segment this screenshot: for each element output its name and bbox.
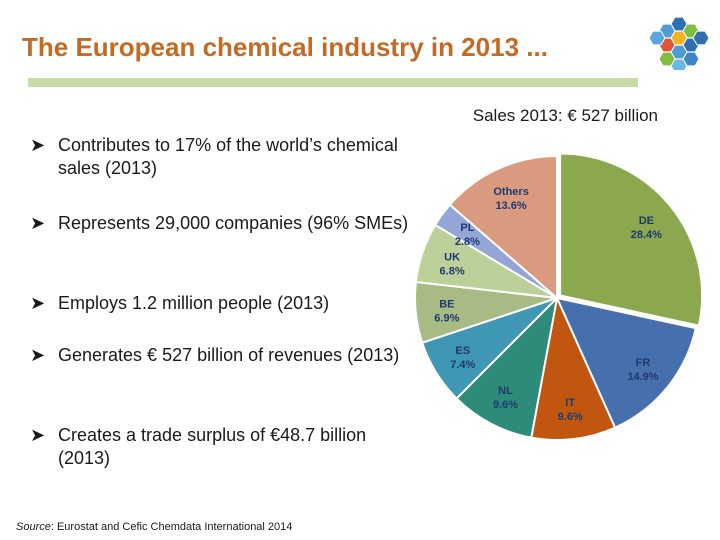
logo-hexagons [648,16,710,70]
pie-slice-nl [455,295,559,439]
slide-title: The European chemical industry in 2013 .… [22,32,548,62]
pie-label-it: IT [565,397,575,409]
pie-value-fr: 14.9% [627,371,658,383]
pie-value-pl: 2.8% [455,236,480,248]
pie-value-es: 7.4% [450,359,475,371]
bullet-item: ➤ Represents 29,000 companies (96% SMEs) [30,212,418,235]
logo-hexagon [692,30,710,46]
bullet-item: ➤ Creates a trade surplus of €48.7 billi… [30,424,418,470]
bullet-item: ➤ Contributes to 17% of the world’s chem… [30,134,418,180]
pie-label-pl: PL [460,222,474,234]
bullet-item: ➤ Generates € 527 billion of revenues (2… [30,344,418,367]
source-prefix: Source [16,521,51,533]
logo-hexagon [670,58,688,70]
pie-labels: DE 28.4% FR 14.9% IT 9.6% NL 9.6% ES 7.4% BE 6.9% UK… [434,186,662,423]
pie-slice-others [448,154,558,301]
pie-value-be: 6.9% [434,312,459,324]
arrow-bullet-icon: ➤ [30,293,46,313]
source-text: : Eurostat and Cefic Chemdata Internatio… [50,521,293,533]
bullet-text: Represents 29,000 companies (96% SMEs) [58,213,409,233]
pie-slice-it [530,294,617,441]
arrow-bullet-icon: ➤ [30,425,46,445]
bullet-text: Contributes to 17% of the world’s chemic… [58,135,398,178]
arrow-bullet-icon: ➤ [30,213,46,233]
bullet-text: Employs 1.2 million people (2013) [58,293,330,313]
hexagon-logo-icon [648,16,710,70]
pie-label-es: ES [455,345,470,357]
pie-label-fr: FR [636,357,651,369]
pie-slice-fr [555,296,697,429]
logo-hexagon [648,30,666,46]
arrow-bullet-icon: ➤ [30,135,46,155]
pie-value-nl: 9.6% [493,399,518,411]
bullet-text: Generates € 527 billion of revenues (201… [58,345,400,365]
pie-value-uk: 6.8% [440,265,465,277]
pie-value-de: 28.4% [631,229,662,241]
title-underline [28,78,638,87]
arrow-bullet-icon: ➤ [30,345,46,365]
pie-chart: DE 28.4% FR 14.9% IT 9.6% NL 9.6% ES 7.4% BE 6.9% UK… [414,152,704,441]
pie-label-be: BE [439,298,454,310]
pie-label-de: DE [639,215,654,227]
bullet-text: Creates a trade surplus of €48.7 billion… [58,425,367,468]
pie-label-others: Others [493,186,528,198]
pie-label-uk: UK [444,251,460,263]
pie-slices [414,152,704,441]
source-note: Source: Eurostat and Cefic Chemdata Inte… [16,521,292,533]
pie-value-it: 9.6% [558,411,583,423]
chart-subtitle: Sales 2013: € 527 billion [472,106,658,125]
pie-label-nl: NL [498,385,513,397]
pie-value-others: 13.6% [496,200,527,212]
bullet-item: ➤ Employs 1.2 million people (2013) [30,292,418,315]
pie-slice-de [559,152,704,327]
